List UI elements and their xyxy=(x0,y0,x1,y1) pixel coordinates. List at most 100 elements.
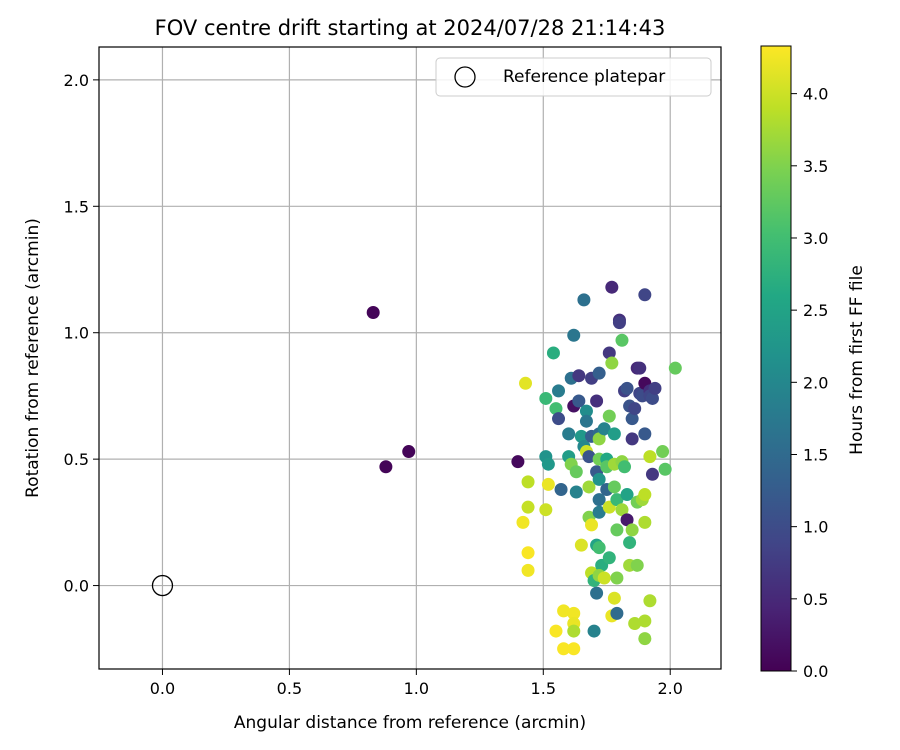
data-point xyxy=(668,361,682,375)
data-point xyxy=(590,586,604,600)
x-tick-label: 0.5 xyxy=(277,679,302,698)
x-axis-label: Angular distance from reference (arcmin) xyxy=(234,713,586,733)
data-point xyxy=(615,503,629,517)
x-tick-label: 1.5 xyxy=(531,679,556,698)
data-point xyxy=(638,427,652,441)
data-point xyxy=(579,404,593,418)
data-point xyxy=(615,333,629,347)
colorbar-label: Hours from first FF file xyxy=(847,265,867,455)
data-point xyxy=(567,606,581,620)
legend: Reference platepar xyxy=(435,57,712,97)
data-point xyxy=(625,523,639,537)
data-point xyxy=(541,477,555,491)
data-point xyxy=(610,523,624,537)
data-point xyxy=(643,594,657,608)
data-point xyxy=(633,361,647,375)
data-point xyxy=(612,316,626,330)
x-axis-ticks: 0.0 0.5 1.0 1.5 2.0 xyxy=(150,669,683,698)
data-point xyxy=(625,412,639,426)
data-point xyxy=(620,488,634,502)
x-tick-label: 2.0 xyxy=(657,679,682,698)
data-point xyxy=(628,402,642,416)
colorbar-tick-label: 1.0 xyxy=(803,518,828,537)
colorbar: 0.0 0.5 1.0 1.5 2.0 2.5 3.0 3.5 4.0 Hours from f… xyxy=(760,45,867,681)
data-point xyxy=(567,624,581,638)
colorbar-tick-label: 2.0 xyxy=(803,373,828,392)
data-point xyxy=(521,546,535,560)
data-point xyxy=(643,450,657,464)
y-tick-label: 1.5 xyxy=(64,197,89,216)
data-point xyxy=(628,616,642,630)
data-point xyxy=(572,369,586,383)
colorbar-tick-label: 3.5 xyxy=(803,157,828,176)
data-point xyxy=(577,293,591,307)
data-point xyxy=(592,493,606,507)
grid-lines xyxy=(99,47,721,669)
data-point xyxy=(620,381,634,395)
data-point xyxy=(602,346,616,360)
data-point xyxy=(587,624,601,638)
colorbar-tick-label: 4.0 xyxy=(803,85,828,104)
data-point xyxy=(511,455,525,469)
legend-box xyxy=(435,57,712,97)
colorbar-tick-label: 2.5 xyxy=(803,301,828,320)
y-axis-ticks: 0.0 0.5 1.0 1.5 2.0 xyxy=(64,71,99,596)
x-tick-label: 0.0 xyxy=(150,679,175,698)
data-point xyxy=(607,480,621,494)
data-point xyxy=(521,563,535,577)
data-point xyxy=(516,515,530,529)
data-point xyxy=(625,432,639,446)
colorbar-ticks: 0.0 0.5 1.0 1.5 2.0 2.5 3.0 3.5 4.0 xyxy=(791,85,828,681)
data-point xyxy=(618,460,632,474)
data-point xyxy=(607,591,621,605)
data-point xyxy=(610,493,624,507)
data-point xyxy=(554,482,568,496)
data-point xyxy=(379,460,393,474)
data-point xyxy=(521,500,535,514)
data-point xyxy=(630,558,644,572)
colorbar-tick-label: 3.0 xyxy=(803,229,828,248)
data-point xyxy=(620,513,634,527)
y-tick-label: 1.0 xyxy=(64,324,89,343)
data-point xyxy=(638,632,652,646)
data-point xyxy=(648,381,662,395)
data-point xyxy=(623,536,637,550)
y-tick-label: 0.0 xyxy=(64,577,89,596)
data-point xyxy=(656,445,670,459)
data-point xyxy=(592,432,606,446)
data-point xyxy=(592,472,606,486)
data-point xyxy=(569,485,583,499)
data-point xyxy=(552,412,566,426)
data-point xyxy=(402,445,416,459)
data-point xyxy=(605,280,619,294)
data-point xyxy=(521,475,535,489)
colorbar-tick-label: 0.0 xyxy=(803,662,828,681)
data-point xyxy=(602,551,616,565)
data-point xyxy=(557,604,571,618)
data-point xyxy=(592,505,606,519)
data-point xyxy=(607,427,621,441)
data-point xyxy=(592,541,606,555)
data-point xyxy=(539,503,553,517)
y-tick-label: 2.0 xyxy=(64,71,89,90)
data-point xyxy=(592,366,606,380)
data-point xyxy=(574,538,588,552)
data-point xyxy=(541,457,555,471)
chart-title: FOV centre drift starting at 2024/07/28 … xyxy=(155,16,666,40)
data-point xyxy=(645,467,659,481)
legend-marker xyxy=(454,66,476,88)
legend-label: Reference platepar xyxy=(503,67,665,87)
data-point xyxy=(645,391,659,405)
data-point xyxy=(366,305,380,319)
data-point xyxy=(562,427,576,441)
data-point xyxy=(638,288,652,302)
data-point xyxy=(585,518,599,532)
data-point xyxy=(582,450,596,464)
data-point xyxy=(567,642,581,656)
data-point xyxy=(605,356,619,370)
data-point xyxy=(569,465,583,479)
data-point xyxy=(519,376,533,390)
reference-point-marker xyxy=(151,574,174,597)
data-point xyxy=(549,624,563,638)
